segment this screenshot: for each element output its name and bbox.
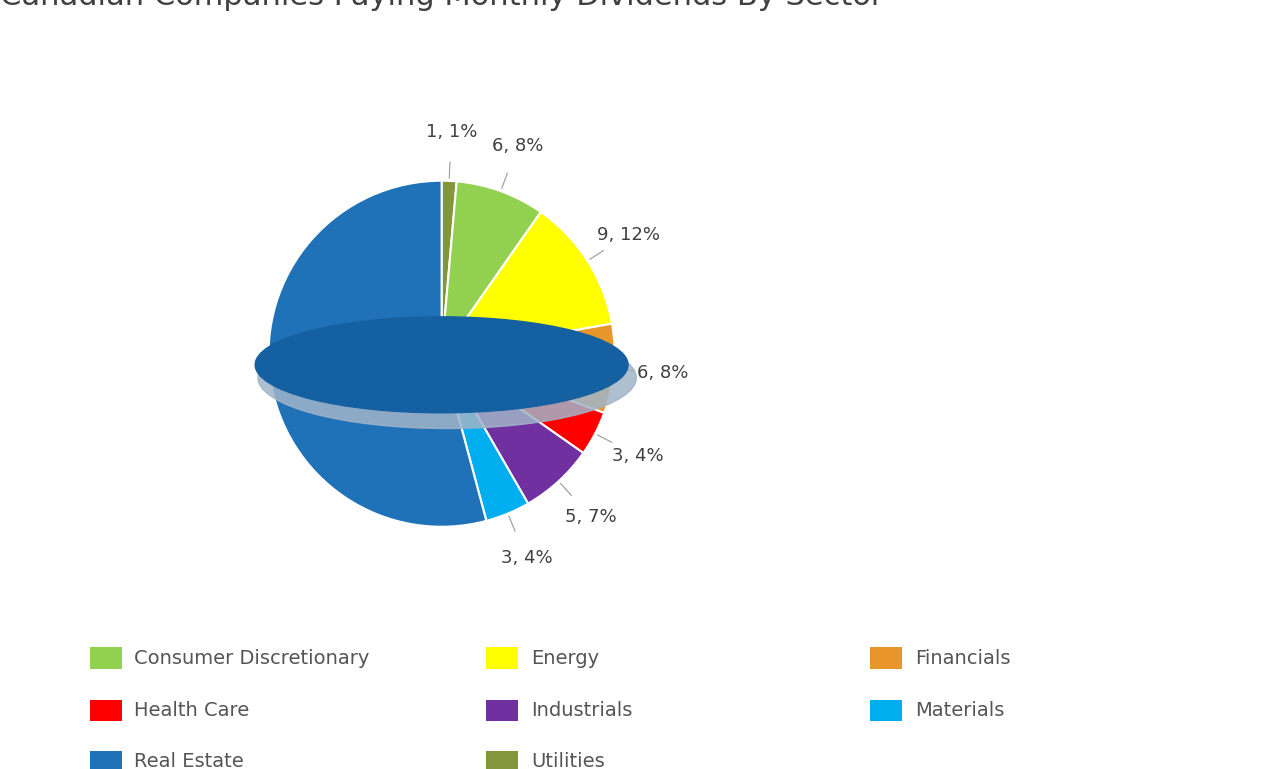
FancyBboxPatch shape — [870, 700, 902, 721]
Wedge shape — [442, 354, 604, 453]
FancyBboxPatch shape — [90, 751, 122, 769]
Text: 5, 7%: 5, 7% — [566, 508, 617, 526]
Ellipse shape — [259, 327, 636, 428]
Text: Energy: Energy — [531, 649, 599, 667]
FancyBboxPatch shape — [486, 647, 518, 669]
Text: Consumer Discretionary: Consumer Discretionary — [134, 649, 370, 667]
FancyBboxPatch shape — [870, 647, 902, 669]
Text: 3, 4%: 3, 4% — [500, 549, 552, 568]
Text: Utilities: Utilities — [531, 752, 605, 769]
Text: Materials: Materials — [915, 701, 1005, 720]
FancyBboxPatch shape — [486, 700, 518, 721]
Wedge shape — [442, 181, 541, 354]
Wedge shape — [442, 324, 614, 413]
Text: Industrials: Industrials — [531, 701, 632, 720]
Wedge shape — [269, 181, 486, 527]
Wedge shape — [442, 354, 584, 504]
Text: Real Estate: Real Estate — [134, 752, 244, 769]
FancyBboxPatch shape — [90, 700, 122, 721]
Text: 6, 8%: 6, 8% — [492, 137, 543, 155]
Title: Canadian Companies Paying Monthly Dividends By Sector: Canadian Companies Paying Monthly Divide… — [0, 0, 883, 11]
Ellipse shape — [255, 317, 628, 413]
Text: Health Care: Health Care — [134, 701, 250, 720]
Text: Financials: Financials — [915, 649, 1011, 667]
Text: 6, 8%: 6, 8% — [636, 364, 687, 382]
Text: 39, 54%: 39, 54% — [306, 355, 406, 375]
Text: 1, 1%: 1, 1% — [425, 124, 477, 141]
Wedge shape — [442, 181, 457, 354]
Wedge shape — [442, 354, 529, 521]
Text: 3, 4%: 3, 4% — [612, 447, 664, 465]
FancyBboxPatch shape — [90, 647, 122, 669]
FancyBboxPatch shape — [486, 751, 518, 769]
Text: 9, 12%: 9, 12% — [596, 226, 660, 244]
Wedge shape — [442, 212, 612, 354]
